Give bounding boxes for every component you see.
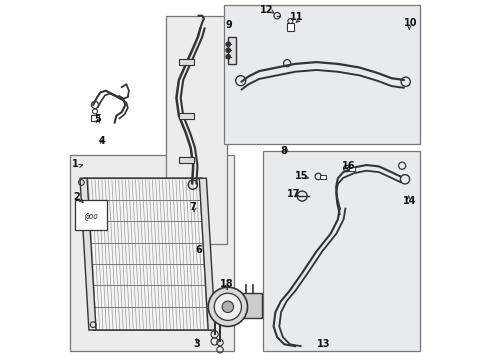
Text: 10: 10 [404,18,418,28]
Bar [75,200,107,230]
Text: 18: 18 [220,279,234,289]
Circle shape [226,42,230,46]
Bar [348,167,355,171]
Text: 3: 3 [194,339,200,349]
Text: 16: 16 [342,161,355,171]
Circle shape [208,287,247,327]
Text: 6: 6 [195,245,202,255]
Bar [320,175,326,179]
Bar [287,23,294,31]
Text: 4: 4 [99,136,105,146]
Polygon shape [80,178,96,330]
Circle shape [226,48,230,53]
Text: 9: 9 [225,19,232,30]
Bar [179,157,194,163]
Bar [179,59,194,65]
Text: 14: 14 [403,197,416,206]
Bar [228,37,236,64]
Text: 7: 7 [190,202,196,212]
Bar [70,155,234,351]
Text: 17: 17 [287,189,300,199]
Text: 12: 12 [260,5,273,15]
Circle shape [222,301,234,312]
Text: @oo: @oo [84,212,98,221]
Text: 1: 1 [72,159,79,169]
Bar [223,5,420,144]
Text: 2: 2 [73,192,80,202]
Text: 15: 15 [295,171,309,181]
Polygon shape [199,178,215,330]
Circle shape [214,293,242,320]
Bar [239,293,262,318]
Text: 5: 5 [95,114,101,124]
Text: 8: 8 [281,146,288,156]
Text: 11: 11 [290,13,303,22]
Bar [263,152,420,351]
Bar [179,113,194,118]
Polygon shape [84,178,211,330]
Circle shape [226,55,230,59]
Bar [92,115,98,121]
Text: 13: 13 [317,339,330,348]
Bar [167,16,227,244]
